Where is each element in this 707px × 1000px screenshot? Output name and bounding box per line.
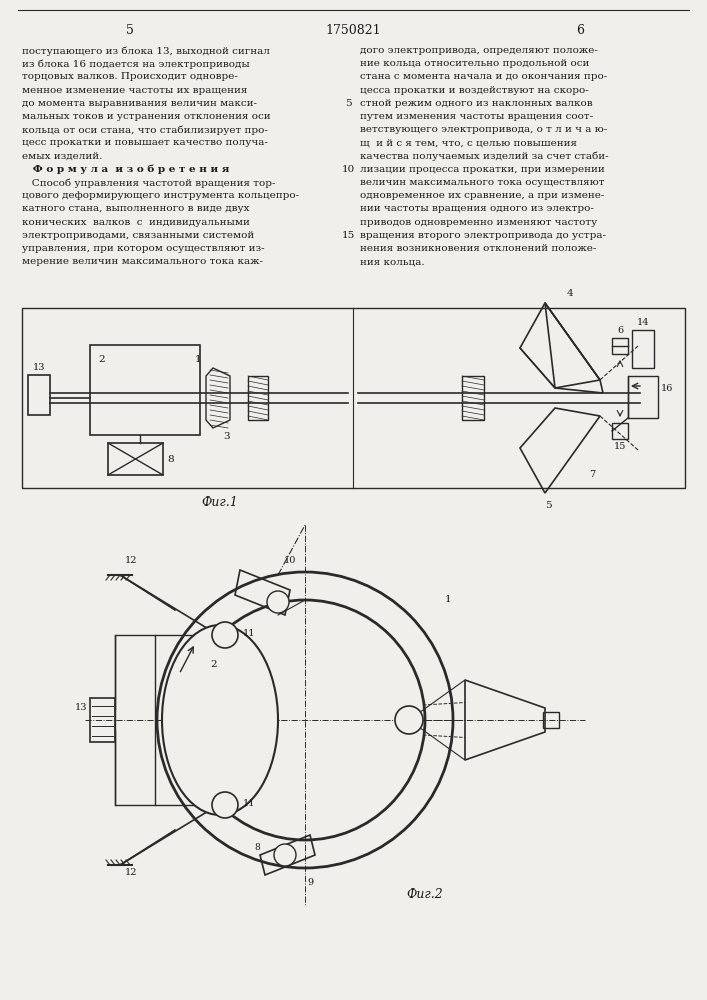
Text: приводов одновременно изменяют частоту: приводов одновременно изменяют частоту xyxy=(360,218,597,227)
Bar xyxy=(22,308,685,488)
Text: цесса прокатки и воздействуют на скоро-: цесса прокатки и воздействуют на скоро- xyxy=(360,86,589,95)
Text: торцовых валков. Происходит одновре-: торцовых валков. Происходит одновре- xyxy=(22,72,238,81)
Text: нии частоты вращения одного из электро-: нии частоты вращения одного из электро- xyxy=(360,204,594,213)
Text: 7: 7 xyxy=(589,470,595,479)
Text: вращения второго электропривода до устра-: вращения второго электропривода до устра… xyxy=(360,231,606,240)
Text: 15: 15 xyxy=(614,442,626,451)
Bar xyxy=(248,376,268,420)
Circle shape xyxy=(274,844,296,866)
Bar xyxy=(90,345,200,435)
Text: 2: 2 xyxy=(210,660,216,669)
Text: из блока 16 подается на электроприводы: из блока 16 подается на электроприводы xyxy=(22,59,250,69)
Text: качества получаемых изделий за счет стаби-: качества получаемых изделий за счет стаб… xyxy=(360,152,609,161)
Text: 13: 13 xyxy=(33,363,45,372)
Text: менное изменение частоты их вращения: менное изменение частоты их вращения xyxy=(22,86,247,95)
Text: 1: 1 xyxy=(194,355,201,364)
Text: 12: 12 xyxy=(125,868,137,877)
Text: кольца от оси стана, что стабилизирует про-: кольца от оси стана, что стабилизирует п… xyxy=(22,125,268,135)
Text: 16: 16 xyxy=(661,384,673,393)
Text: нения возникновения отклонений положе-: нения возникновения отклонений положе- xyxy=(360,244,597,253)
Text: 12: 12 xyxy=(125,556,137,565)
Text: емых изделий.: емых изделий. xyxy=(22,152,103,161)
Text: 6: 6 xyxy=(617,326,623,335)
Text: Способ управления частотой вращения тор-: Способ управления частотой вращения тор- xyxy=(22,178,276,188)
Bar xyxy=(90,698,115,742)
Text: щ  и й с я тем, что, с целью повышения: щ и й с я тем, что, с целью повышения xyxy=(360,138,577,147)
Text: 14: 14 xyxy=(637,318,649,327)
Text: 5: 5 xyxy=(126,23,134,36)
Circle shape xyxy=(212,792,238,818)
Text: электроприводами, связанными системой: электроприводами, связанными системой xyxy=(22,231,255,240)
Text: одновременное их сравнение, а при измене-: одновременное их сравнение, а при измене… xyxy=(360,191,604,200)
Bar xyxy=(28,375,50,415)
Text: ния кольца.: ния кольца. xyxy=(360,257,425,266)
Text: 15: 15 xyxy=(341,231,355,240)
Text: 1: 1 xyxy=(445,595,452,604)
Text: 3: 3 xyxy=(411,718,417,726)
Text: путем изменения частоты вращения соот-: путем изменения частоты вращения соот- xyxy=(360,112,593,121)
Bar xyxy=(108,443,163,475)
Text: Фиг.2: Фиг.2 xyxy=(407,888,443,901)
Text: 8: 8 xyxy=(255,844,260,852)
Text: ние кольца относительно продольной оси: ние кольца относительно продольной оси xyxy=(360,59,590,68)
Text: 5: 5 xyxy=(345,99,351,108)
Text: 6: 6 xyxy=(576,23,584,36)
Text: стана с момента начала и до окончания про-: стана с момента начала и до окончания пр… xyxy=(360,72,607,81)
Bar xyxy=(612,338,628,354)
Bar xyxy=(632,330,654,368)
Text: Ф о р м у л а  и з о б р е т е н и я: Ф о р м у л а и з о б р е т е н и я xyxy=(22,165,229,174)
Bar xyxy=(628,376,658,418)
Text: 2: 2 xyxy=(98,355,105,364)
Text: 8: 8 xyxy=(167,454,174,464)
Text: до момента выравнивания величин макси-: до момента выравнивания величин макси- xyxy=(22,99,257,108)
Text: ветствующего электропривода, о т л и ч а ю-: ветствующего электропривода, о т л и ч а… xyxy=(360,125,607,134)
Bar xyxy=(543,712,559,728)
Text: управления, при котором осуществляют из-: управления, при котором осуществляют из- xyxy=(22,244,264,253)
Text: катного стана, выполненного в виде двух: катного стана, выполненного в виде двух xyxy=(22,204,250,213)
Bar xyxy=(462,376,484,420)
Bar xyxy=(115,635,155,805)
Text: мерение величин максимального тока каж-: мерение величин максимального тока каж- xyxy=(22,257,263,266)
Text: 3: 3 xyxy=(223,432,230,441)
Text: 9: 9 xyxy=(307,878,313,887)
Text: 10: 10 xyxy=(284,556,296,565)
Text: дого электропривода, определяют положе-: дого электропривода, определяют положе- xyxy=(360,46,598,55)
Text: Фиг.1: Фиг.1 xyxy=(201,496,238,509)
Circle shape xyxy=(212,622,238,648)
Text: 11: 11 xyxy=(243,629,255,638)
Text: величин максимального тока осуществляют: величин максимального тока осуществляют xyxy=(360,178,604,187)
Text: 5: 5 xyxy=(544,501,551,510)
Circle shape xyxy=(267,591,289,613)
Text: цового деформирующего инструмента кольцепро-: цового деформирующего инструмента кольце… xyxy=(22,191,299,200)
Circle shape xyxy=(395,706,423,734)
Text: лизации процесса прокатки, при измерении: лизации процесса прокатки, при измерении xyxy=(360,165,604,174)
Text: 1750821: 1750821 xyxy=(325,23,381,36)
Text: конических  валков  с  индивидуальными: конических валков с индивидуальными xyxy=(22,218,250,227)
Text: цесс прокатки и повышает качество получа-: цесс прокатки и повышает качество получа… xyxy=(22,138,268,147)
Bar xyxy=(612,423,628,439)
Text: 4: 4 xyxy=(567,289,573,298)
Ellipse shape xyxy=(162,625,278,815)
Text: 11: 11 xyxy=(243,798,255,808)
Text: 10: 10 xyxy=(341,165,355,174)
Text: мальных токов и устранения отклонения оси: мальных токов и устранения отклонения ос… xyxy=(22,112,271,121)
Text: 13: 13 xyxy=(74,703,87,712)
Text: стной режим одного из наклонных валков: стной режим одного из наклонных валков xyxy=(360,99,592,108)
Text: поступающего из блока 13, выходной сигнал: поступающего из блока 13, выходной сигна… xyxy=(22,46,270,55)
